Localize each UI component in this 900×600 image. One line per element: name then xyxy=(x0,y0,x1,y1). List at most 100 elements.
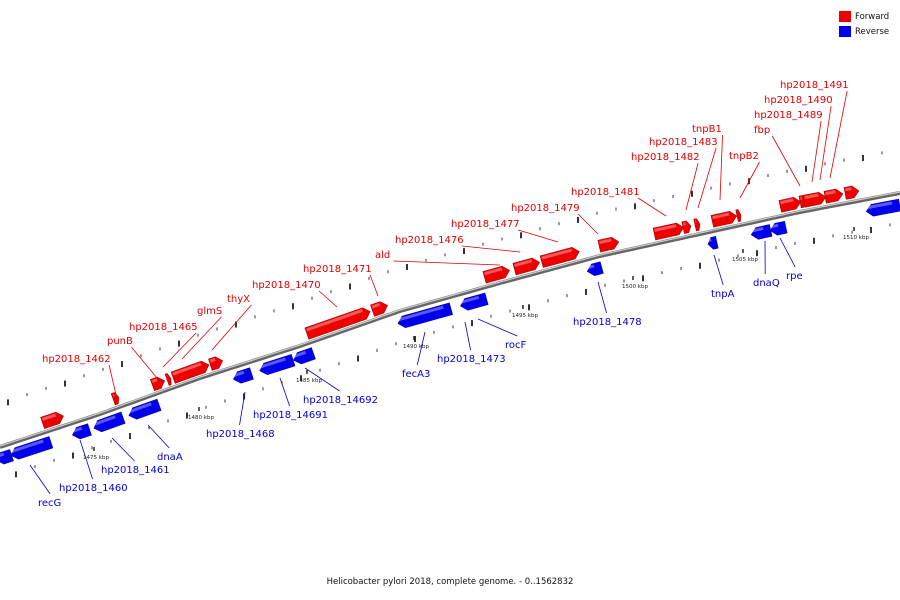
scale-label: 1505 kbp xyxy=(732,257,758,263)
scale-label: 1480 kbp xyxy=(188,415,214,421)
reverse-gene xyxy=(232,367,254,384)
forward-gene-leader xyxy=(811,120,822,183)
reverse-gene-label: dnaQ xyxy=(753,278,780,289)
forward-gene-label: thyX xyxy=(227,294,250,305)
forward-gene xyxy=(681,220,692,234)
scale-label: 1495 kbp xyxy=(512,313,538,319)
scale-label: 1475 kbp xyxy=(83,455,109,461)
forward-gene-label: hp2018_1470 xyxy=(252,280,321,291)
forward-gene-leader xyxy=(577,213,599,235)
forward-gene xyxy=(512,257,540,276)
forward-gene-leader xyxy=(108,364,118,400)
reverse-gene-label: rpe xyxy=(786,271,803,282)
forward-gene xyxy=(652,222,685,241)
forward-gene-leader xyxy=(393,260,501,266)
reverse-gene-label: hp2018_14691 xyxy=(253,410,328,421)
reverse-gene xyxy=(259,354,296,376)
forward-gene-leader xyxy=(517,229,559,243)
forward-gene-label: tnpB1 xyxy=(692,124,722,135)
forward-gene-leader xyxy=(369,274,379,297)
forward-gene-label: hp2018_1479 xyxy=(511,203,580,214)
reverse-gene-leader xyxy=(464,321,471,351)
scale-label: 1490 kbp xyxy=(403,344,429,350)
reverse-gene-label: rocF xyxy=(505,340,527,351)
reverse-gene xyxy=(0,449,14,465)
forward-gene-leader xyxy=(697,147,717,209)
reverse-gene-label: hp2018_14692 xyxy=(303,395,378,406)
reverse-gene xyxy=(769,220,788,236)
forward-gene-leader xyxy=(771,135,801,187)
forward-gene-leader xyxy=(637,197,667,217)
reverse-gene xyxy=(586,261,604,276)
forward-gene xyxy=(482,265,510,284)
forward-gene-label: punB xyxy=(107,336,133,347)
forward-gene xyxy=(370,301,388,317)
reverse-gene-label: recG xyxy=(38,498,61,509)
scale-label: 1510 kbp xyxy=(843,235,869,241)
forward-label: Forward xyxy=(855,11,890,22)
forward-gene xyxy=(110,392,120,406)
forward-gene xyxy=(40,411,64,430)
reverse-gene-leader xyxy=(477,318,518,337)
forward-gene-leader xyxy=(829,90,848,179)
forward-gene-leader xyxy=(685,162,699,211)
reverse-gene-label: dnaA xyxy=(157,452,183,463)
reverse-gene-label: hp2018_1473 xyxy=(437,354,506,365)
reverse-gene-label: hp2018_1478 xyxy=(573,317,642,328)
reverse-gene-label: tnpA xyxy=(711,289,735,300)
genome-backbone xyxy=(0,191,900,449)
forward-gene xyxy=(735,209,742,223)
forward-gene xyxy=(208,356,224,371)
forward-gene xyxy=(170,360,210,384)
reverse-gene xyxy=(865,198,900,217)
forward-gene xyxy=(693,218,701,232)
reverse-gene xyxy=(71,423,92,440)
reverse-gene-leader xyxy=(239,391,246,426)
forward-gene-leader xyxy=(131,346,158,379)
forward-gene-label: tnpB2 xyxy=(729,151,759,162)
forward-gene-label: hp2018_1490 xyxy=(764,95,833,106)
reverse-gene xyxy=(292,347,316,365)
reverse-gene-label: hp2018_1460 xyxy=(59,483,128,494)
forward-gene-label: hp2018_1481 xyxy=(571,187,640,198)
forward-gene xyxy=(778,196,802,213)
forward-gene-label: fbp xyxy=(754,125,770,136)
reverse-gene xyxy=(460,292,489,311)
forward-gene xyxy=(843,185,860,200)
reverse-gene-leader xyxy=(279,377,290,407)
forward-gene-leader xyxy=(819,105,832,181)
reverse-gene-label: fecA3 xyxy=(402,369,430,380)
reverse-gene-leader xyxy=(597,281,607,314)
reverse-swatch xyxy=(839,26,851,37)
forward-gene xyxy=(710,211,738,228)
forward-gene-label: hp2018_1489 xyxy=(754,110,823,121)
forward-gene-label: hp2018_1483 xyxy=(649,137,718,148)
forward-gene xyxy=(539,247,580,268)
forward-gene-leader xyxy=(739,161,760,199)
forward-gene-label: hp2018_1476 xyxy=(395,235,464,246)
genome-caption: Helicobacter pylori 2018, complete genom… xyxy=(326,577,574,587)
forward-gene xyxy=(304,307,371,340)
reverse-gene xyxy=(397,302,453,329)
reverse-gene xyxy=(750,224,773,240)
reverse-gene-leader xyxy=(147,424,170,449)
reverse-gene-leader xyxy=(713,254,724,286)
forward-gene-label: hp2018_1491 xyxy=(780,80,849,91)
reverse-label: Reverse xyxy=(855,26,890,37)
legend: Forward Reverse xyxy=(839,9,889,39)
forward-gene xyxy=(823,188,844,204)
forward-gene xyxy=(597,236,620,253)
forward-gene-leader xyxy=(719,134,723,201)
forward-gene xyxy=(802,192,827,208)
reverse-gene xyxy=(10,436,54,460)
reverse-gene-leader xyxy=(29,464,51,495)
forward-gene-label: hp2018_1477 xyxy=(451,219,520,230)
scale-label: 1485 kbp xyxy=(296,378,322,384)
reverse-gene-label: hp2018_1468 xyxy=(206,429,275,440)
forward-gene-label: hp2018_1482 xyxy=(631,152,700,163)
reverse-gene-leader xyxy=(79,439,93,480)
forward-gene-label: hp2018_1462 xyxy=(42,354,111,365)
legend-reverse: Reverse xyxy=(839,24,889,39)
reverse-gene-leader xyxy=(111,437,135,462)
